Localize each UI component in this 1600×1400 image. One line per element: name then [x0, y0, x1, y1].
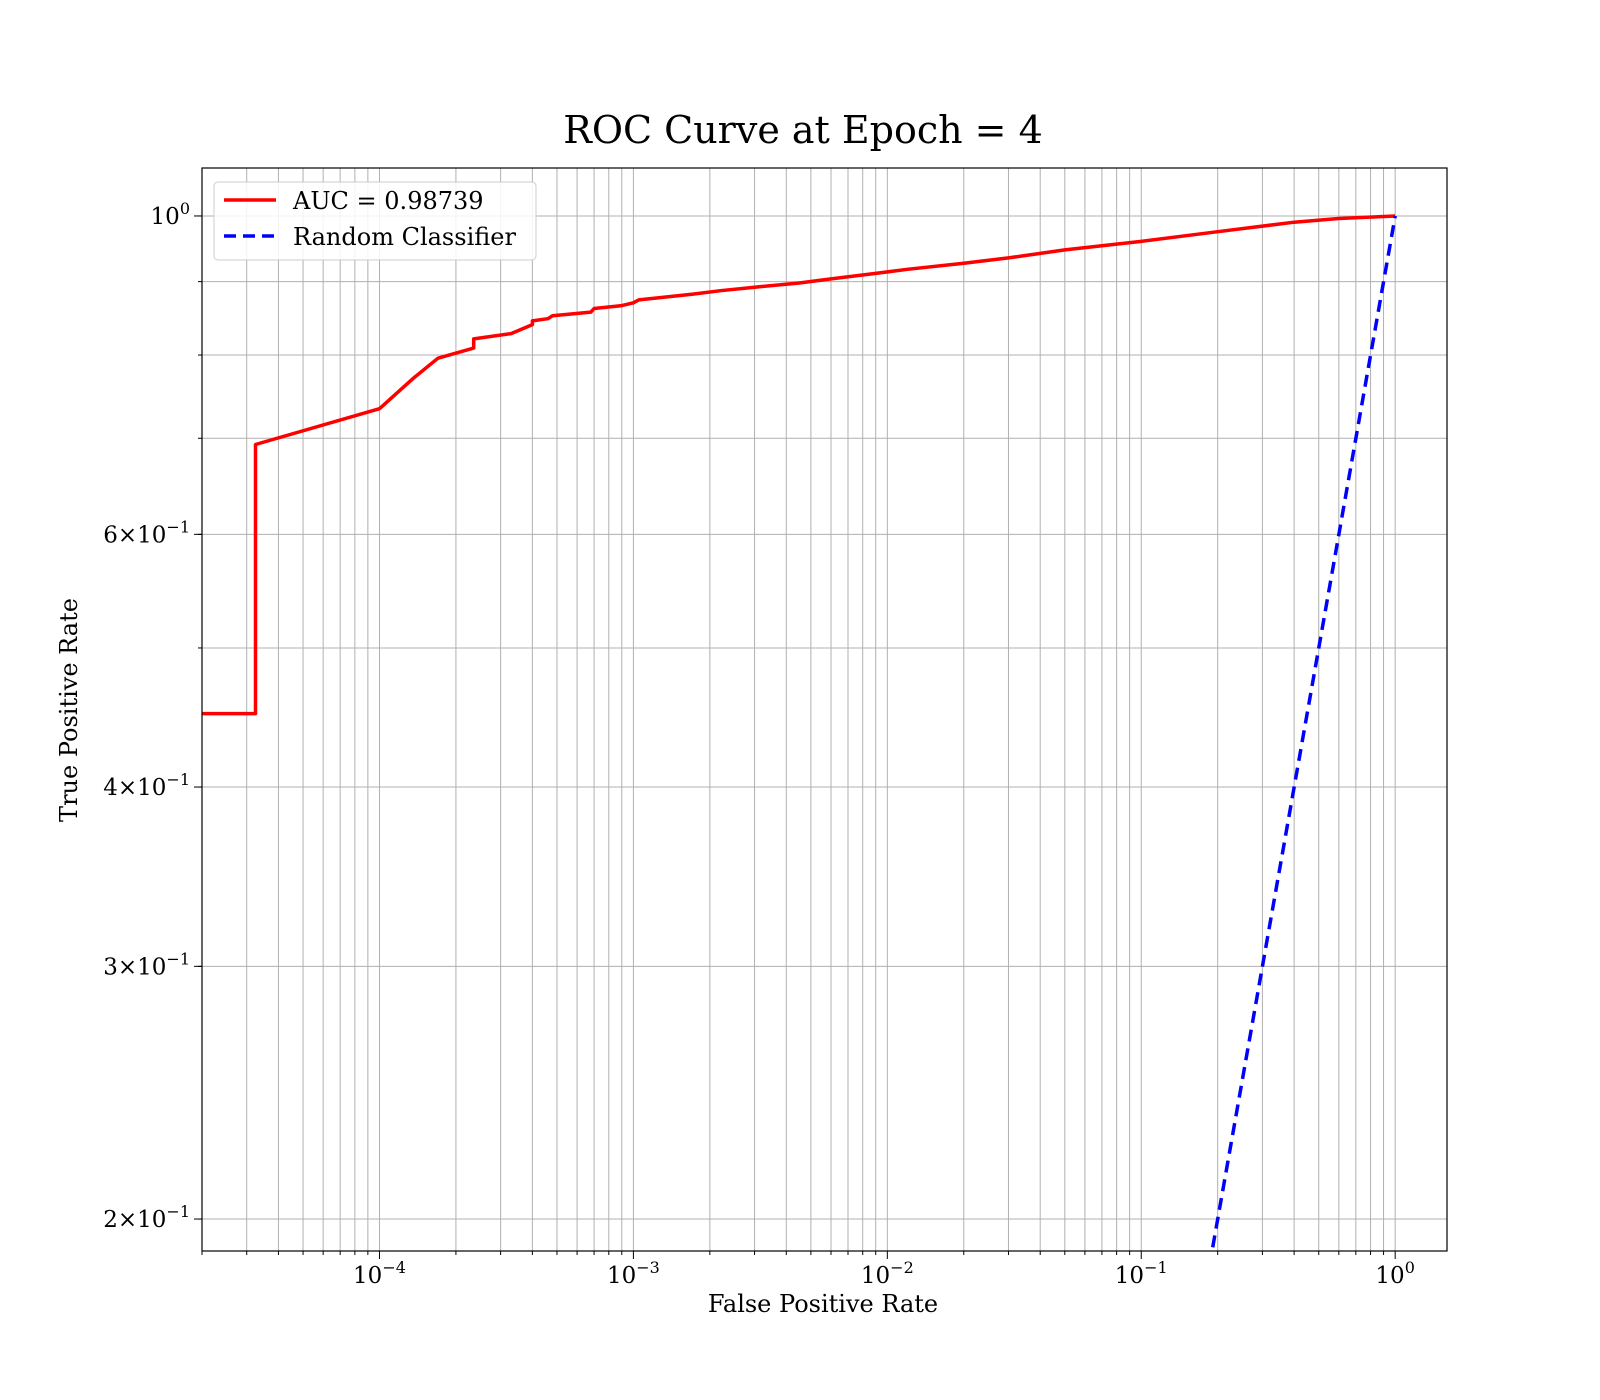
series-roc-curve [202, 214, 1396, 716]
y-tick-label: 6×10−1 [103, 517, 190, 548]
y-axis-label: True Positive Rate [55, 598, 83, 822]
x-tick-label: 100 [1375, 1258, 1414, 1289]
x-axis-label: False Positive Rate [708, 1290, 938, 1318]
x-tick-label: 10−4 [353, 1258, 406, 1289]
x-tick-label: 10−3 [607, 1258, 660, 1289]
y-tick-label: 3×10−1 [103, 949, 190, 980]
y-tick-label: 4×10−1 [103, 770, 190, 801]
y-tick-label: 100 [151, 199, 190, 230]
y-axis-ticks: 100 6×10−1 4×10−1 3×10−1 2×10−1 [103, 199, 202, 1233]
grid [201, 168, 1447, 1251]
y-tick-label: 2×10−1 [103, 1202, 190, 1233]
legend-label-random: Random Classifier [293, 223, 516, 251]
plot-frame [201, 167, 1448, 1252]
legend-frame [213, 181, 537, 261]
series-random-classifier [1210, 215, 1397, 1251]
x-tick-label: 10−2 [861, 1258, 914, 1289]
legend: AUC = 0.98739 Random Classifier [213, 181, 537, 261]
x-axis-ticks: 10−4 10−3 10−2 10−1 100 [201, 1251, 1415, 1289]
x-tick-label: 10−1 [1115, 1258, 1168, 1289]
chart-title: ROC Curve at Epoch = 4 [563, 108, 1043, 152]
series-layer [202, 214, 1397, 1251]
legend-label-auc: AUC = 0.98739 [292, 187, 484, 215]
